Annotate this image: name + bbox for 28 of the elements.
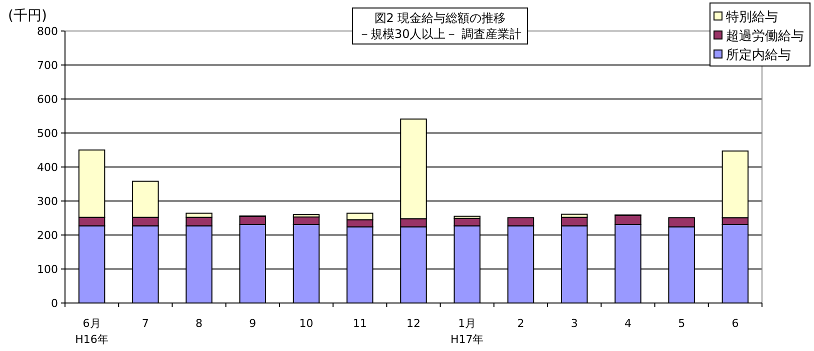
y-axis-title: (千円): [8, 8, 47, 24]
x-tick-label: 4: [624, 317, 632, 330]
x-tick-label: 6: [732, 317, 739, 330]
x-tick-label: 2: [517, 317, 524, 330]
x-tick-label: 9: [249, 317, 256, 330]
legend-label: 所定内給与: [726, 48, 791, 63]
chart-title: 図2 現金給与総額の推移: [374, 11, 506, 25]
y-tick-label: 800: [37, 25, 58, 38]
x-tick-label: 8: [196, 317, 203, 330]
legend-label: 特別給与: [726, 10, 778, 25]
x-tick-label: 7: [142, 317, 149, 330]
y-tick-label: 0: [51, 297, 58, 310]
x-tick-label: 3: [570, 317, 578, 330]
x-tick-label: 5: [678, 317, 686, 330]
y-tick-label: 400: [37, 161, 58, 174]
y-tick-label: 500: [37, 127, 58, 140]
x-tick-label: 1月 H17年: [450, 317, 484, 346]
chart-subtitle: －規模30人以上－ 調査産業計: [358, 27, 522, 41]
y-tick-label: 300: [37, 195, 58, 208]
y-tick-label: 100: [37, 263, 58, 276]
x-tick-label: 11: [352, 317, 367, 330]
x-tick-label: 12: [406, 317, 420, 330]
y-tick-label: 600: [37, 93, 58, 106]
y-tick-label: 700: [37, 59, 58, 72]
x-tick-label: 6月 H16年: [75, 317, 108, 346]
y-tick-label: 200: [37, 229, 58, 242]
legend-label: 超過労働給与: [726, 29, 804, 44]
x-tick-label: 10: [299, 317, 314, 330]
